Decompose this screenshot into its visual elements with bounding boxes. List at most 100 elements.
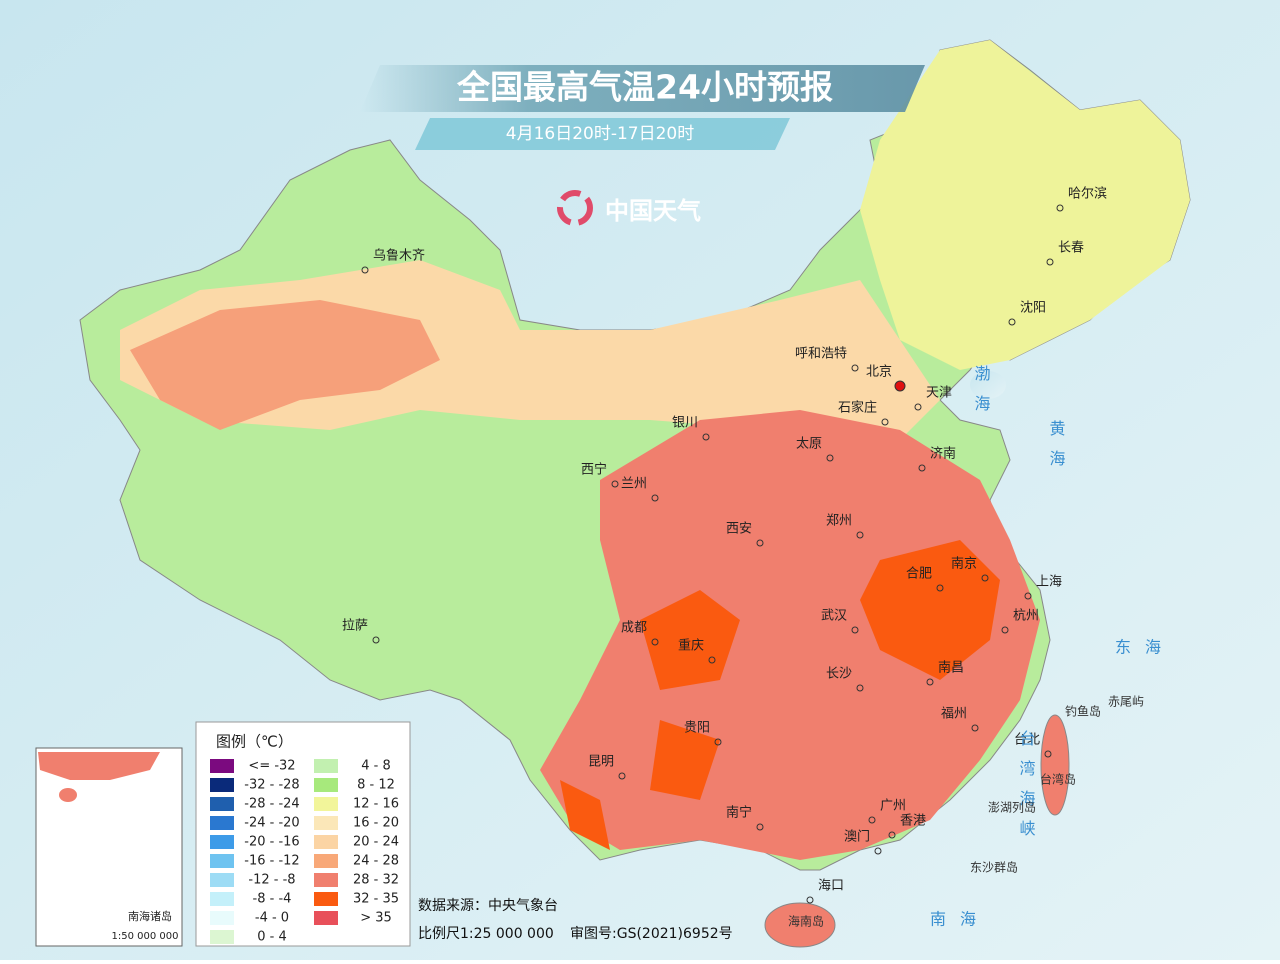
city-label: 长沙: [826, 667, 852, 682]
city-label: 海口: [818, 879, 844, 894]
legend-label: -16 - -12: [244, 854, 299, 869]
city-dot: [918, 464, 926, 472]
legend-swatch: [314, 873, 338, 887]
city-dot: [714, 738, 722, 746]
city-dot: [1008, 318, 1016, 326]
city-label: 拉萨: [342, 619, 368, 634]
city-label: 石家庄: [838, 400, 877, 416]
city-label: 长春: [1058, 241, 1084, 256]
city-label: 西安: [726, 522, 752, 537]
city-dot: [1046, 258, 1054, 266]
legend-label: 16 - 20: [353, 816, 399, 831]
city-dot: [756, 823, 764, 831]
city-label: 兰州: [621, 477, 647, 492]
logo: [557, 190, 593, 226]
legend-swatch: [210, 797, 234, 811]
city-label: 台北: [1014, 733, 1040, 748]
legend-swatch: [314, 911, 338, 925]
legend-label: 8 - 12: [357, 778, 395, 793]
sea-label: 渤海: [972, 365, 991, 425]
legend-label: -28 - -24: [244, 797, 299, 812]
island-label: 澎湖列岛: [988, 800, 1036, 815]
city-dot: [702, 433, 710, 441]
legend-label: 32 - 35: [353, 892, 399, 907]
legend-swatch: [314, 892, 338, 906]
city-dot: [888, 831, 896, 839]
city-label: 天津: [926, 386, 952, 401]
city-dot: [618, 772, 626, 780]
legend-swatch: [314, 797, 338, 811]
china-map: [79, 39, 1191, 948]
city-label: 南京: [951, 556, 977, 572]
legend-swatch: [210, 873, 234, 887]
brand: 中国天气: [605, 197, 701, 225]
city-dot: [914, 403, 922, 411]
city-label: 重庆: [678, 638, 704, 654]
city-label: 广州: [880, 799, 906, 814]
legend-label: 4 - 8: [361, 759, 391, 774]
city-label: 太原: [796, 437, 822, 452]
city-dot: [756, 539, 764, 547]
inset-scale: 1:50 000 000: [112, 931, 179, 942]
legend-label: 12 - 16: [353, 797, 399, 812]
city-dot: [874, 847, 882, 855]
city-label: 西宁: [581, 462, 607, 478]
legend-swatch: [314, 816, 338, 830]
city-dot: [894, 380, 906, 392]
inset-land: [38, 752, 160, 780]
source: 数据来源：中央气象台: [418, 898, 558, 914]
island-label: 钓鱼岛: [1065, 704, 1101, 719]
legend-label: -8 - -4: [253, 892, 292, 907]
title-band: [360, 65, 925, 112]
subtitle-band: [415, 118, 790, 150]
city-label: 哈尔滨: [1068, 186, 1107, 202]
legend-label: <= -32: [248, 759, 295, 774]
city-label: 澳门: [844, 829, 870, 845]
legend-swatch: [210, 778, 234, 792]
city-label: 武汉: [821, 609, 847, 624]
legend-swatch: [210, 911, 234, 925]
city-label: 南昌: [938, 660, 964, 676]
city-dot: [881, 418, 889, 426]
approval: 审图号:GS(2021)6952号: [570, 926, 733, 942]
legend-swatch: [314, 759, 338, 773]
city-label: 北京: [866, 365, 892, 380]
legend-title: 图例（℃）: [216, 733, 293, 751]
city-label: 上海: [1036, 575, 1062, 590]
city-dot: [856, 684, 864, 692]
city-dot: [1056, 204, 1064, 212]
legend-label: -32 - -28: [244, 778, 299, 793]
city-dot: [708, 656, 716, 664]
city-dot: [981, 574, 989, 582]
city-label: 沈阳: [1020, 301, 1046, 316]
city-dot: [936, 584, 944, 592]
island-label: 台湾岛: [1040, 772, 1076, 787]
city-dot: [806, 896, 814, 904]
city-dot: [971, 724, 979, 732]
island-label: 东沙群岛: [970, 860, 1018, 875]
city-dot: [611, 480, 619, 488]
inset-island: [59, 788, 77, 802]
legend-swatch: [314, 778, 338, 792]
city-label: 成都: [621, 621, 647, 636]
city-label: 香港: [900, 814, 926, 829]
city-label: 贵阳: [684, 721, 710, 736]
sea-label: 东海: [1115, 638, 1175, 657]
island-label: 赤尾屿: [1108, 695, 1144, 709]
legend-label: 24 - 28: [353, 854, 399, 869]
legend-label: 20 - 24: [353, 835, 399, 850]
island-label: 海南岛: [788, 914, 824, 929]
legend-swatch: [210, 835, 234, 849]
city-dot: [851, 364, 859, 372]
city-label: 昆明: [588, 755, 614, 770]
city-dot: [1024, 592, 1032, 600]
legend-label: -4 - 0: [255, 911, 289, 926]
city-dot: [826, 454, 834, 462]
legend-label: -24 - -20: [244, 816, 299, 831]
city-label: 合肥: [906, 567, 932, 582]
inset-box: [35, 747, 183, 947]
legend-swatch: [210, 930, 234, 944]
sea-label: 台湾海峡: [1017, 730, 1036, 850]
city-dot: [361, 266, 369, 274]
